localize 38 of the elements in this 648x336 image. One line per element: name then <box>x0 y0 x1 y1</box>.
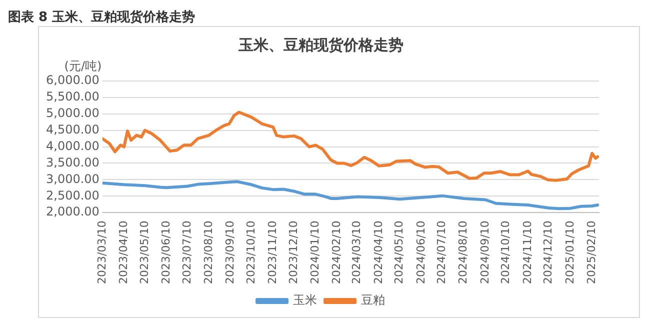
x-tick-label: 2024/11/10 <box>520 220 534 284</box>
chart-title: 玉米、豆粕现货价格走势 <box>238 36 404 54</box>
y-tick-label: 2,000.00 <box>46 204 100 219</box>
x-tick-label: 2024/01/10 <box>308 220 322 284</box>
x-tick-label: 2024/06/10 <box>414 220 428 284</box>
x-tick-label: 2024/10/10 <box>499 220 512 284</box>
x-tick-label: 2024/12/10 <box>542 220 555 284</box>
x-tick-label: 2024/08/10 <box>456 220 470 284</box>
x-tick-label: 2025/02/10 <box>584 220 598 284</box>
x-tick-label: 2024/07/10 <box>435 220 448 284</box>
x-tick-label: 2024/03/10 <box>350 220 364 284</box>
y-tick-label: 5,000.00 <box>46 106 100 120</box>
x-tick-label: 2024/02/10 <box>330 220 343 284</box>
x-tick-label: 2023/03/10 <box>95 220 108 284</box>
y-tick-label: 3,000.00 <box>46 172 100 186</box>
x-tick-label: 2023/10/10 <box>244 220 258 284</box>
x-tick-label: 2023/07/10 <box>180 220 194 284</box>
x-tick-label: 2024/05/10 <box>392 220 406 284</box>
x-tick-label: 2023/11/10 <box>266 220 279 284</box>
y-tick-label: 4,000.00 <box>46 138 100 153</box>
y-tick-label: 4,500.00 <box>46 122 100 136</box>
y-tick-label: 6,000.00 <box>46 73 100 88</box>
x-tick-label: 2023/08/10 <box>202 220 215 284</box>
x-tick-label: 2023/04/10 <box>116 220 130 284</box>
x-tick-label: 2025/01/10 <box>563 220 576 284</box>
x-tick-label: 2023/09/10 <box>223 220 236 284</box>
x-tick-label: 2023/05/10 <box>138 220 151 284</box>
x-tick-label: 2023/06/10 <box>159 220 172 284</box>
y-axis-title: (元/吨) <box>64 59 102 74</box>
y-tick-label: 2,500.00 <box>46 188 100 202</box>
legend-label: 豆粕 <box>361 293 385 308</box>
x-tick-label: 2024/04/10 <box>372 220 385 284</box>
text: 图表 8 玉米、豆粕现货价格走势 <box>8 9 196 26</box>
x-tick-label: 2023/12/10 <box>286 220 300 284</box>
x-tick-label: 2024/09/10 <box>478 220 492 284</box>
y-tick-label: 3,500.00 <box>46 155 100 170</box>
y-tick-label: 5,500.00 <box>46 90 100 104</box>
legend-label: 玉米 <box>293 293 317 308</box>
